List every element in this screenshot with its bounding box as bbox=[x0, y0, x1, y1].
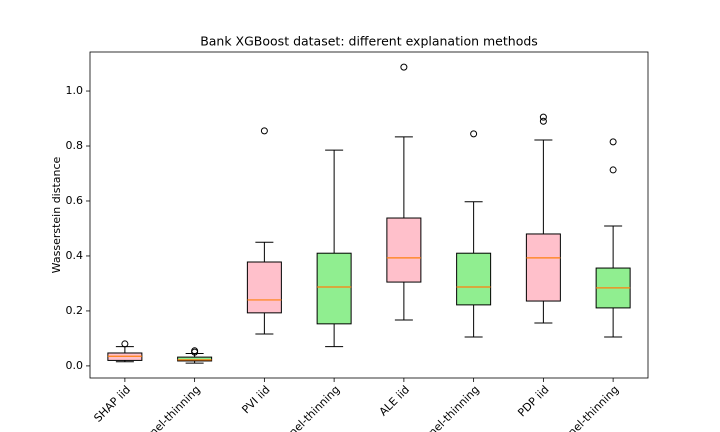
box bbox=[456, 252, 492, 306]
box bbox=[177, 356, 213, 362]
outlier bbox=[609, 166, 617, 174]
y-axis-label: Wasserstein distance bbox=[50, 156, 63, 273]
outlier bbox=[260, 127, 268, 135]
plot-frame bbox=[89, 51, 649, 379]
box bbox=[246, 261, 282, 314]
y-tick-label: 0.4 bbox=[66, 249, 84, 262]
y-tick-label: 0.2 bbox=[66, 304, 84, 317]
y-tick-label: 0.8 bbox=[66, 139, 84, 152]
outlier bbox=[470, 130, 478, 138]
x-tick-label: rnel-thinning bbox=[283, 383, 342, 432]
x-tick-label: PDP iid bbox=[515, 383, 551, 419]
outlier bbox=[191, 347, 199, 355]
x-tick-label: rnel-thinning bbox=[144, 383, 203, 432]
outlier bbox=[539, 117, 547, 125]
x-tick-label: rnel-thinning bbox=[423, 383, 482, 432]
outlier bbox=[400, 63, 408, 71]
box bbox=[386, 217, 422, 283]
outlier bbox=[609, 138, 617, 146]
x-tick-label: rnel-thinning bbox=[562, 383, 621, 432]
y-tick-label: 1.0 bbox=[66, 84, 84, 97]
box bbox=[316, 252, 352, 325]
outlier bbox=[539, 113, 547, 121]
x-tick-label: ALE iid bbox=[377, 383, 412, 418]
y-tick-label: 0.6 bbox=[66, 194, 84, 207]
chart-title: Bank XGBoost dataset: different explanat… bbox=[200, 34, 538, 49]
y-tick-label: 0.0 bbox=[66, 359, 84, 372]
x-tick-label: PVI iid bbox=[239, 383, 272, 416]
box bbox=[525, 233, 561, 302]
outlier bbox=[121, 340, 129, 348]
x-tick-label: SHAP iid bbox=[91, 383, 133, 425]
